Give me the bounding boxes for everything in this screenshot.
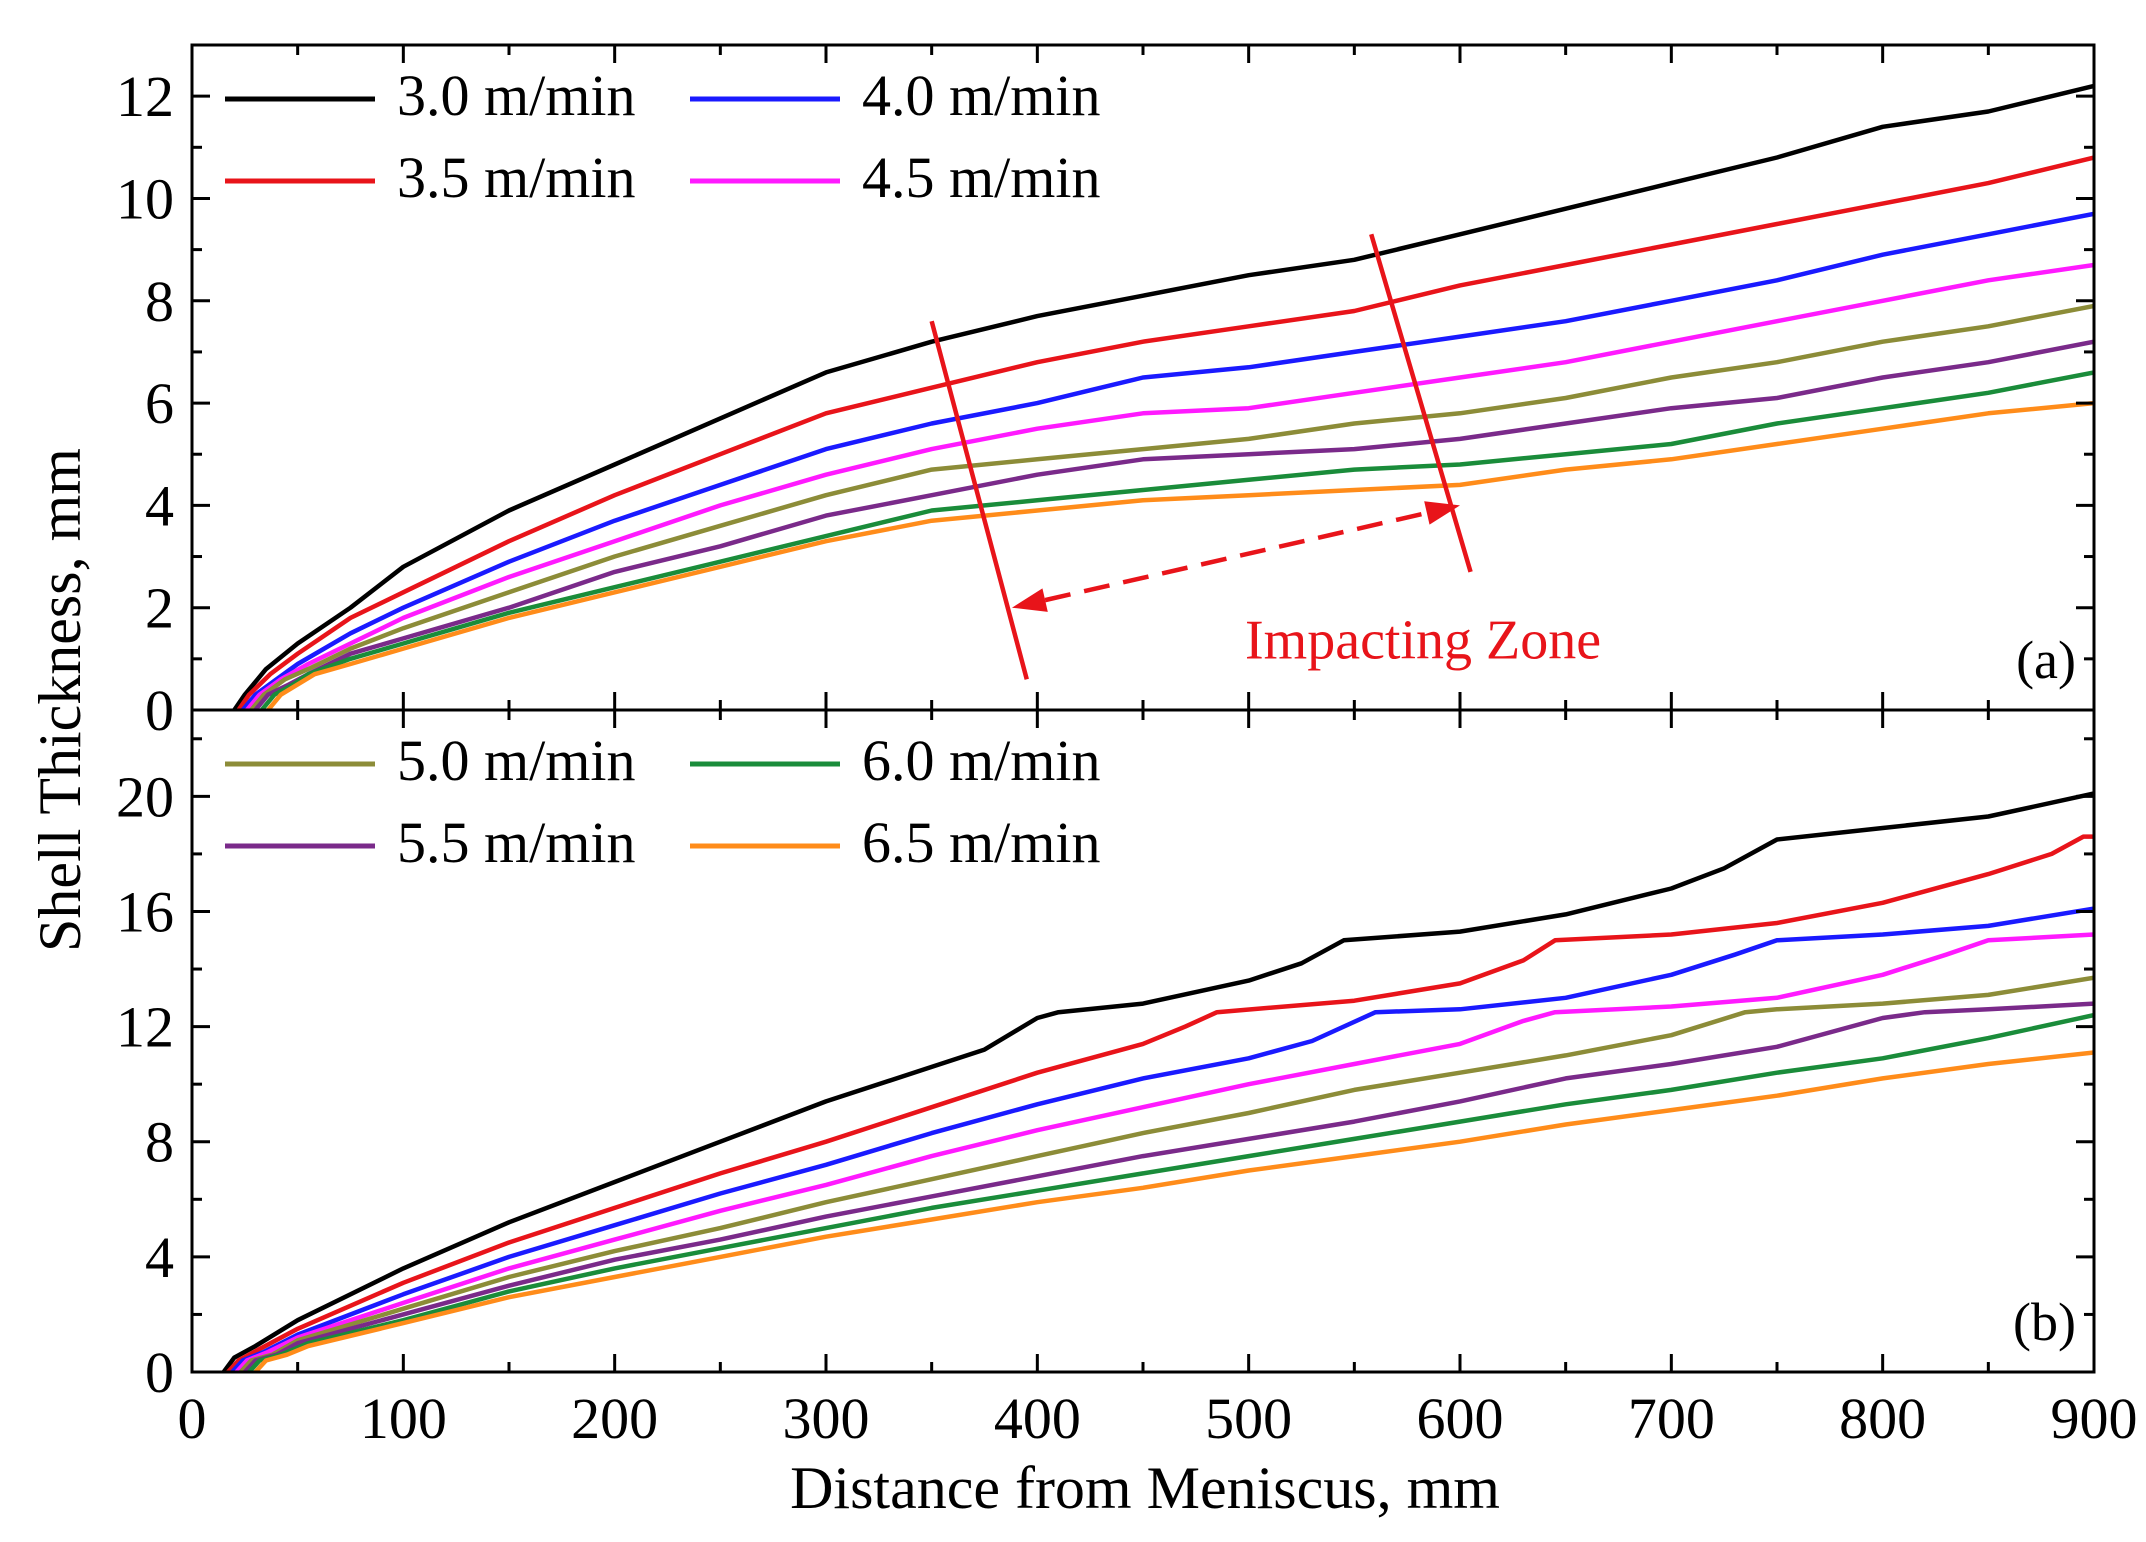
- series-line-4-5-m-min: [234, 932, 2094, 1372]
- x-tick-label: 400: [994, 1386, 1081, 1451]
- series-line-5-5-m-min: [243, 1001, 2094, 1372]
- y-tick-label: 10: [116, 166, 174, 231]
- legend: 5.0 m/min 5.5 m/min 6.0 m/min 6.5 m/min: [225, 728, 1100, 875]
- legend-label: 5.5 m/min: [397, 810, 635, 875]
- y-tick-label: 8: [145, 1110, 174, 1175]
- zone-arrow-shaft: [1044, 510, 1428, 603]
- zone-arrow-head-left: [1011, 588, 1048, 612]
- x-tick-label: 300: [783, 1386, 870, 1451]
- zone-boundary-line: [1369, 233, 1473, 573]
- y-tick-label: 6: [145, 371, 174, 436]
- y-tick-label: 2: [145, 576, 174, 641]
- series-line-6-5-m-min: [253, 1050, 2094, 1372]
- y-tick-label: 4: [145, 1225, 174, 1290]
- x-tick-label: 900: [2051, 1386, 2138, 1451]
- series-line-3-0-m-min: [221, 791, 2094, 1372]
- impacting-zone-label: Impacting Zone: [1245, 609, 1601, 671]
- series-line-5-5-m-min: [253, 339, 2094, 710]
- series-lines: [221, 791, 2094, 1372]
- series-line-6-0-m-min: [247, 1012, 2094, 1372]
- zone-boundary-line: [929, 320, 1029, 680]
- series-line-3-0-m-min: [232, 83, 2094, 710]
- y-tick-label: 12: [116, 995, 174, 1060]
- x-tick-label: 700: [1628, 1386, 1715, 1451]
- series-line-5-0-m-min: [249, 303, 2094, 710]
- series-lines: [232, 83, 2094, 710]
- legend-label: 3.5 m/min: [397, 145, 635, 210]
- y-tick-label: 16: [116, 879, 174, 944]
- x-tick-label: 0: [178, 1386, 207, 1451]
- y-tick-label: 8: [145, 269, 174, 334]
- series-line-4-0-m-min: [230, 906, 2094, 1372]
- y-tick-label: 0: [145, 678, 174, 743]
- y-tick-label: 20: [116, 764, 174, 829]
- y-tick-label: 4: [145, 473, 174, 538]
- legend-label: 3.0 m/min: [397, 63, 635, 128]
- series-line-6-5-m-min: [266, 400, 2094, 710]
- legend-label: 6.5 m/min: [862, 810, 1100, 875]
- series-line-4-5-m-min: [245, 262, 2094, 710]
- x-axis-title: Distance from Meniscus, mm: [790, 1455, 1500, 1521]
- panel-tag: (b): [2013, 1292, 2076, 1352]
- legend-label: 4.0 m/min: [862, 63, 1100, 128]
- x-tick-label: 100: [360, 1386, 447, 1451]
- x-tick-label: 200: [571, 1386, 658, 1451]
- legend-label: 5.0 m/min: [397, 728, 635, 793]
- panel-tag: (a): [2016, 630, 2076, 690]
- x-tick-label: 800: [1839, 1386, 1926, 1451]
- series-line-4-0-m-min: [240, 211, 2094, 710]
- y-tick-label: 12: [116, 64, 174, 129]
- impacting-zone-annotation: Impacting Zone: [929, 233, 1601, 680]
- zone-arrow-head-right: [1424, 501, 1460, 525]
- series-line-5-0-m-min: [238, 975, 2094, 1372]
- legend-label: 6.0 m/min: [862, 728, 1100, 793]
- y-axis-title: Shell Thickness, mm: [27, 448, 93, 952]
- x-tick-label: 500: [1205, 1386, 1292, 1451]
- x-tick-label: 600: [1417, 1386, 1504, 1451]
- legend-label: 4.5 m/min: [862, 145, 1100, 210]
- series-line-6-0-m-min: [259, 370, 2094, 710]
- series-line-3-5-m-min: [236, 155, 2094, 710]
- panel-a: 0 2 4 6 8 10 12 3.0 m/min 3.5 m/min 4.0 m/min 4.5 …: [116, 43, 2096, 743]
- legend: 3.0 m/min 3.5 m/min 4.0 m/min 4.5 m/min: [225, 63, 1100, 210]
- y-tick-label: 0: [145, 1340, 174, 1405]
- series-line-3-5-m-min: [226, 834, 2094, 1372]
